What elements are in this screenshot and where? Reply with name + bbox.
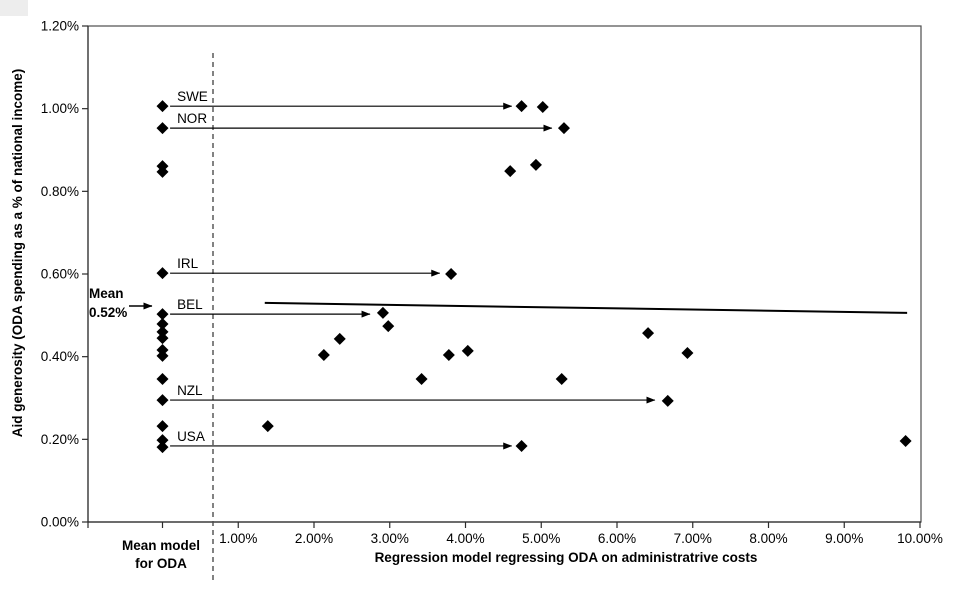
data-points-group bbox=[156, 100, 912, 454]
x-tick-label: 9.00% bbox=[825, 531, 863, 546]
mean-model-point bbox=[156, 441, 169, 454]
regression-point bbox=[317, 349, 330, 362]
regression-trendline-group bbox=[264, 301, 908, 314]
mean-model-point bbox=[156, 100, 169, 113]
mean-model-point bbox=[156, 267, 169, 280]
x-tick-label: 3.00% bbox=[371, 531, 409, 546]
country-label-swe: SWE bbox=[177, 89, 208, 104]
x-tick-label: 1.00% bbox=[219, 531, 257, 546]
regression-point bbox=[442, 349, 455, 362]
regression-point bbox=[415, 372, 428, 385]
x-tick-label: 7.00% bbox=[674, 531, 712, 546]
mean-annotation-line1: Mean bbox=[89, 286, 124, 301]
country-label-irl: IRL bbox=[177, 256, 199, 271]
mean-model-point bbox=[156, 372, 169, 385]
regression-point-nor bbox=[557, 122, 570, 135]
regression-point bbox=[382, 320, 395, 333]
mean-model-point bbox=[156, 318, 169, 331]
y-tick-label: 1.20% bbox=[41, 19, 79, 34]
x-tick-label: 5.00% bbox=[522, 531, 560, 546]
mean-model-axis-label-line1: Mean model bbox=[122, 538, 200, 553]
x-tick-label: 10.00% bbox=[897, 531, 943, 546]
regression-point bbox=[681, 346, 694, 359]
tick-labels-group: 0.00% 0.20% 0.40% 0.60% 0.80% 1.00% 1.20% 1.00%… bbox=[41, 19, 943, 546]
x-axis-title: Regression model regressing ODA on admin… bbox=[375, 550, 758, 565]
x-tick-label: 8.00% bbox=[749, 531, 787, 546]
regression-point bbox=[461, 344, 474, 357]
regression-point-swe bbox=[515, 100, 528, 113]
regression-point bbox=[529, 158, 542, 171]
y-tick-label: 1.00% bbox=[41, 101, 79, 116]
regression-point bbox=[536, 101, 549, 114]
y-axis-title: Aid generosity (ODA spending as a % of n… bbox=[10, 69, 25, 438]
mean-annotation-line2: 0.52% bbox=[89, 305, 127, 320]
mean-model-point bbox=[156, 332, 169, 345]
country-label-usa: USA bbox=[177, 429, 205, 444]
mean-model-axis-label-line2: for ODA bbox=[135, 556, 187, 571]
regression-point-nzl bbox=[661, 394, 674, 407]
country-label-nor: NOR bbox=[177, 111, 207, 126]
y-tick-label: 0.80% bbox=[41, 184, 79, 199]
mean-model-point bbox=[156, 394, 169, 407]
regression-trendline bbox=[264, 301, 908, 314]
regression-point bbox=[555, 372, 568, 385]
mean-model-point bbox=[156, 165, 169, 178]
y-tick-label: 0.40% bbox=[41, 349, 79, 364]
x-tick-label: 4.00% bbox=[446, 531, 484, 546]
regression-point-bel bbox=[376, 306, 389, 319]
x-tick-label: 6.00% bbox=[598, 531, 636, 546]
regression-point bbox=[333, 332, 346, 345]
mean-model-point bbox=[156, 349, 169, 362]
y-tick-label: 0.00% bbox=[41, 515, 79, 530]
regression-point bbox=[504, 165, 517, 178]
regression-point-irl bbox=[445, 268, 458, 281]
country-arrows-group: SWE NOR IRL BEL NZL USA bbox=[170, 89, 656, 450]
regression-point bbox=[899, 434, 912, 447]
mean-model-point bbox=[156, 308, 169, 321]
mean-model-point bbox=[156, 420, 169, 433]
y-tick-label: 0.20% bbox=[41, 432, 79, 447]
mean-model-point bbox=[156, 434, 169, 447]
regression-point-usa bbox=[515, 439, 528, 452]
country-label-nzl: NZL bbox=[177, 383, 203, 398]
regression-point bbox=[642, 327, 655, 340]
mean-model-point bbox=[156, 325, 169, 338]
mean-model-point bbox=[156, 122, 169, 135]
axis-ticks bbox=[82, 25, 921, 528]
y-tick-label: 0.60% bbox=[41, 267, 79, 282]
regression-point bbox=[261, 420, 274, 433]
x-tick-label: 2.00% bbox=[295, 531, 333, 546]
screen-artifact bbox=[0, 0, 28, 16]
country-label-bel: BEL bbox=[177, 297, 203, 312]
